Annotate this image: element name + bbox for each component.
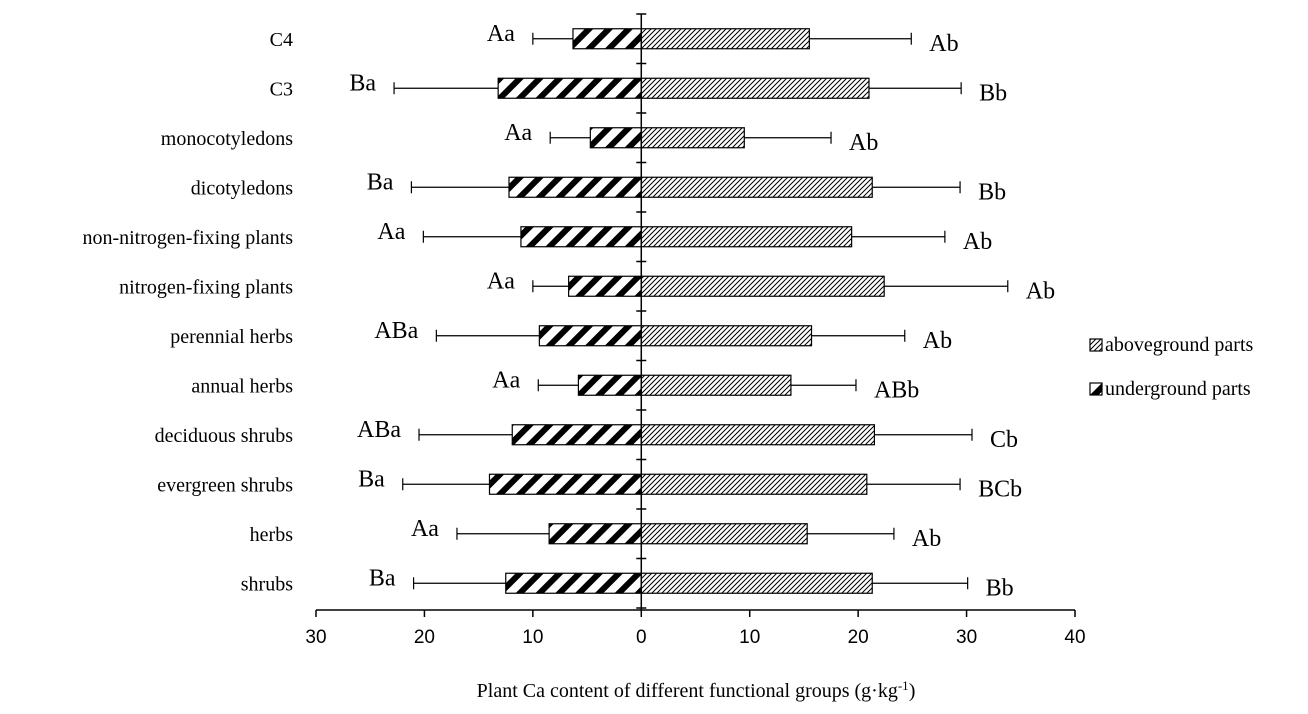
sig-label-underground: Ba [358, 466, 385, 492]
category-label: monocotyledons [161, 128, 293, 150]
sig-label-underground: Ba [367, 169, 394, 195]
bar-aboveground [640, 127, 745, 149]
bar-aboveground [640, 226, 853, 248]
bar-underground [520, 226, 642, 248]
bar-underground [589, 127, 642, 149]
sig-label-aboveground: Bb [978, 179, 1006, 205]
bar-underground [538, 325, 642, 347]
bar-underground [505, 572, 642, 594]
sig-label-aboveground: BCb [978, 476, 1022, 502]
sig-label-aboveground: Ab [849, 130, 878, 156]
bar-aboveground [640, 374, 792, 396]
sig-label-underground: Aa [487, 21, 515, 47]
legend-swatch-underground [1089, 382, 1103, 396]
sig-label-underground: Aa [487, 268, 515, 294]
sig-label-underground: Aa [411, 516, 439, 542]
x-tick-label: 30 [956, 627, 977, 648]
sig-label-aboveground: ABb [874, 377, 919, 403]
sig-label-aboveground: Ab [1026, 278, 1055, 304]
x-tick-label: 20 [414, 627, 435, 648]
x-tick-label: 10 [739, 627, 760, 648]
x-tick-label: 0 [636, 627, 647, 648]
bar-underground [572, 28, 642, 50]
sig-label-aboveground: Bb [979, 80, 1007, 106]
sig-label-underground: Ba [349, 70, 376, 96]
bar-aboveground [640, 275, 885, 297]
category-label: C4 [270, 29, 293, 51]
sig-label-underground: ABa [357, 417, 401, 443]
bar-aboveground [640, 523, 808, 545]
x-tick-label: 10 [522, 627, 543, 648]
sig-label-underground: Aa [492, 367, 520, 393]
x-axis-title: Plant Ca content of different functional… [477, 678, 916, 703]
sig-label-aboveground: Ab [912, 526, 941, 552]
bar-aboveground [640, 28, 810, 50]
bar-aboveground [640, 325, 813, 347]
sig-label-aboveground: Ab [923, 328, 952, 354]
sig-label-aboveground: Ab [929, 31, 958, 57]
bar-underground [548, 523, 642, 545]
bar-underground [577, 374, 642, 396]
x-tick-label: 40 [1064, 627, 1085, 648]
sig-label-underground: Aa [377, 219, 405, 245]
sig-label-underground: Ba [369, 565, 396, 591]
bar-underground [511, 424, 642, 446]
legend-label-underground: underground parts [1105, 378, 1251, 400]
category-label: evergreen shrubs [157, 474, 293, 496]
bar-underground [488, 473, 642, 495]
bar-aboveground [640, 572, 873, 594]
sig-label-underground: ABa [374, 318, 418, 344]
sig-label-aboveground: Bb [986, 575, 1014, 601]
x-tick-label: 30 [305, 627, 326, 648]
category-label: C3 [270, 78, 293, 100]
bar-underground [568, 275, 642, 297]
sig-label-underground: Aa [504, 120, 532, 146]
bar-aboveground [640, 77, 870, 99]
bar-underground [497, 77, 642, 99]
category-label: non-nitrogen-fixing plants [82, 227, 293, 249]
bar-aboveground [640, 424, 876, 446]
category-label: shrubs [241, 573, 293, 595]
bar-underground [508, 176, 642, 198]
bar-aboveground [640, 176, 873, 198]
legend-swatch-aboveground [1089, 338, 1103, 352]
bar-aboveground [640, 473, 868, 495]
category-label: perennial herbs [170, 326, 293, 348]
category-label: herbs [250, 524, 294, 546]
category-label: deciduous shrubs [155, 425, 294, 447]
x-tick-label: 20 [848, 627, 869, 648]
category-label: nitrogen-fixing plants [119, 276, 293, 298]
category-label: annual herbs [191, 375, 293, 397]
sig-label-aboveground: Ab [963, 229, 992, 255]
sig-label-aboveground: Cb [990, 427, 1018, 453]
legend-label-aboveground: aboveground parts [1105, 334, 1254, 356]
category-label: dicotyledons [191, 177, 293, 199]
